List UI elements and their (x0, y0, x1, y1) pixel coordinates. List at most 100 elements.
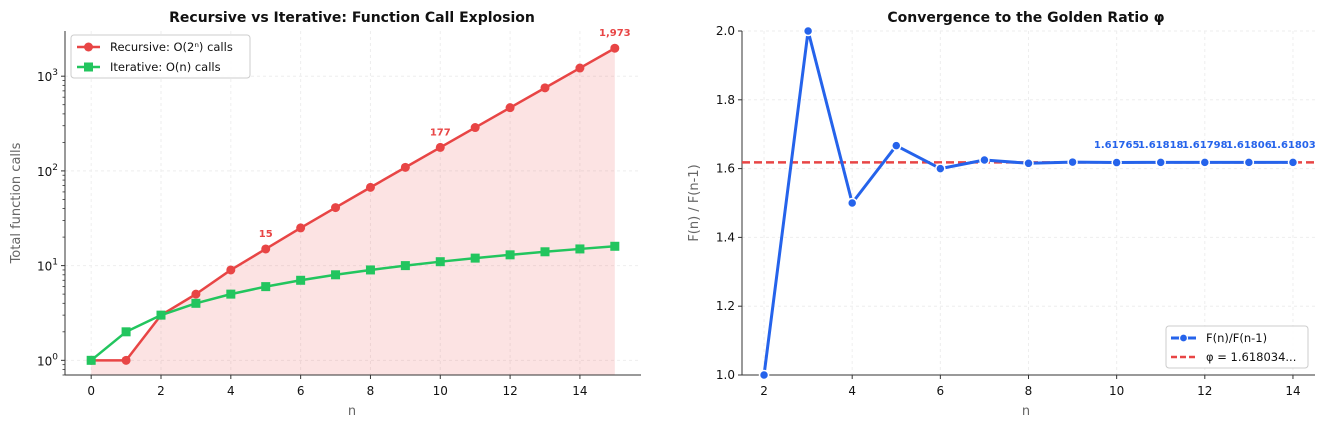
y-tick-label: 1.6 (716, 162, 735, 176)
y-tick-exponent: 3 (52, 68, 58, 78)
x-tick-label: 2 (157, 384, 165, 398)
data-point-iterative (191, 298, 201, 308)
data-point-recursive (435, 142, 445, 152)
x-tick-label: 6 (297, 384, 305, 398)
x-tick-label: 4 (848, 384, 856, 398)
data-label: 1.61803 (1270, 140, 1316, 151)
y-tick-label: 101 (37, 258, 58, 274)
recursive-area-fill (91, 48, 615, 376)
data-point-recursive (331, 203, 341, 213)
data-point-iterative (261, 282, 271, 292)
y-tick-label: 1.0 (716, 368, 735, 382)
data-point-iterative (575, 244, 585, 254)
legend-label: F(n)/F(n-1) (1206, 331, 1267, 345)
x-axis-label: n (348, 404, 356, 419)
data-label: 1,973 (599, 28, 631, 39)
x-tick-label: 8 (1025, 384, 1033, 398)
data-point-ratio (891, 140, 902, 151)
chart-title: Recursive vs Iterative: Function Call Ex… (169, 10, 535, 26)
x-tick-label: 10 (433, 384, 448, 398)
data-point-recursive (400, 162, 410, 172)
y-axis-label: Total function calls (9, 142, 24, 264)
data-point-ratio (935, 163, 946, 174)
data-label: 15 (259, 229, 273, 240)
x-tick-label: 12 (502, 384, 517, 398)
data-point-ratio (758, 369, 770, 381)
data-point-ratio (1287, 157, 1299, 168)
data-point-iterative (610, 241, 620, 251)
chart-recursive-vs-iterative: Recursive vs Iterative: Function Call Ex… (9, 10, 641, 419)
y-tick-exponent: 1 (52, 258, 58, 268)
data-label: 177 (430, 127, 451, 138)
data-point-recursive (610, 43, 620, 53)
y-tick-label: 100 (37, 352, 58, 368)
data-point-ratio (802, 25, 814, 37)
data-point-iterative (331, 270, 341, 280)
data-point-ratio (846, 197, 858, 209)
data-point-ratio (1067, 156, 1078, 168)
y-tick-exponent: 2 (52, 163, 58, 173)
legend-box (70, 34, 251, 79)
y-tick-label: 1.4 (716, 230, 735, 244)
data-label: 1.61818 (1138, 140, 1184, 151)
legend-box (1165, 325, 1309, 369)
x-tick-label: 0 (87, 384, 95, 398)
data-point-ratio (1243, 157, 1255, 168)
data-label: 1.61806 (1226, 140, 1272, 151)
data-point-ratio (1023, 158, 1034, 169)
x-tick-label: 14 (572, 384, 587, 398)
data-point-iterative (505, 250, 515, 260)
x-tick-label: 12 (1197, 384, 1212, 398)
data-point-recursive (365, 182, 375, 192)
series-line-ratio (762, 29, 1293, 376)
legend-label: φ = 1.618034... (1206, 350, 1296, 364)
data-point-iterative (226, 289, 236, 299)
legend-marker (84, 42, 93, 52)
y-tick-label: 1.2 (716, 299, 735, 313)
data-point-recursive (505, 103, 515, 113)
data-point-recursive (121, 355, 131, 365)
y-axis-label: F(n) / F(n-1) (687, 164, 702, 241)
x-tick-label: 8 (367, 384, 375, 398)
data-point-iterative (435, 257, 445, 267)
series-line-recursive (91, 47, 616, 362)
legend-label: Iterative: O(n) calls (110, 60, 221, 74)
data-point-recursive (296, 223, 306, 233)
data-label: 1.61798 (1182, 140, 1228, 151)
data-point-recursive (575, 63, 585, 73)
chart-golden-ratio-convergence: Convergence to the Golden Ratio φ n F(n)… (687, 10, 1316, 419)
x-tick-label: 4 (227, 384, 235, 398)
x-tick-label: 14 (1285, 384, 1300, 398)
data-point-iterative (121, 327, 131, 337)
data-point-ratio (1111, 157, 1122, 168)
data-point-iterative (470, 253, 480, 263)
y-tick-base: 10 (37, 70, 52, 84)
data-point-ratio (1199, 157, 1211, 168)
data-point-iterative (86, 355, 96, 365)
data-point-iterative (365, 265, 375, 275)
y-tick-label: 1.8 (716, 93, 735, 107)
x-tick-label: 10 (1109, 384, 1124, 398)
data-point-iterative (540, 247, 550, 257)
y-tick-base: 10 (37, 354, 52, 368)
data-point-iterative (296, 275, 306, 285)
data-point-recursive (261, 244, 271, 254)
data-point-recursive (226, 265, 236, 275)
y-tick-label: 103 (37, 68, 58, 84)
series-line-iterative (90, 245, 615, 362)
x-tick-label: 6 (937, 384, 945, 398)
data-point-recursive (540, 83, 550, 93)
data-point-ratio (979, 154, 990, 166)
data-point-recursive (470, 123, 480, 133)
chart-title: Convergence to the Golden Ratio φ (887, 10, 1164, 26)
y-tick-base: 10 (37, 260, 52, 274)
data-point-iterative (400, 261, 410, 271)
data-label: 1.61765 (1094, 140, 1140, 151)
x-axis-label: n (1022, 404, 1030, 419)
y-tick-exponent: 0 (52, 352, 58, 362)
y-tick-label: 2.0 (716, 24, 735, 38)
y-tick-base: 10 (37, 165, 52, 179)
y-tick-label: 102 (37, 163, 58, 179)
